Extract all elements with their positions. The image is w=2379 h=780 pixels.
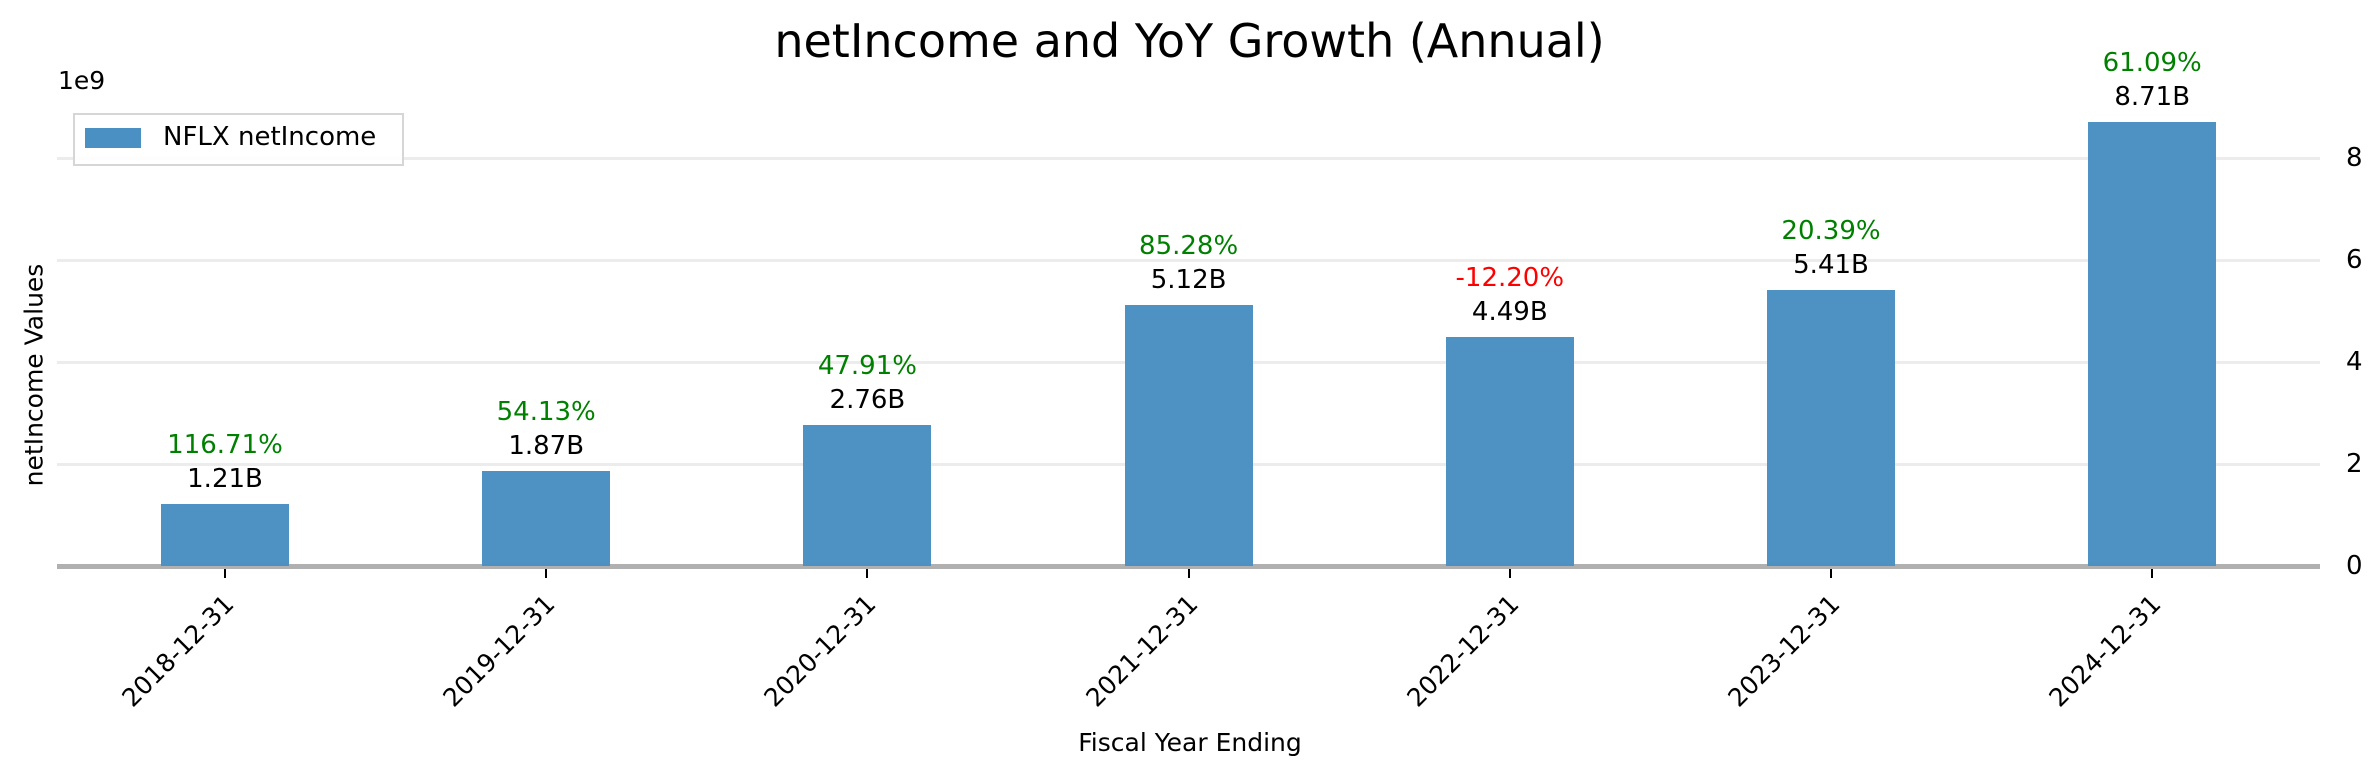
x-tick-label: 2022-12-31 — [1401, 589, 1525, 713]
legend-swatch-icon — [85, 128, 141, 148]
yoy-growth-label: 47.91% — [817, 351, 917, 382]
x-axis-label: Fiscal Year Ending — [1078, 728, 1302, 757]
bar[interactable] — [1445, 337, 1574, 566]
x-tick — [2151, 569, 2154, 578]
y-tick-label: 2 — [2346, 449, 2363, 479]
y-axis-exponent: 1e9 — [58, 66, 106, 95]
bar[interactable] — [803, 425, 932, 566]
gridline — [57, 259, 2320, 262]
x-tick-label: 2024-12-31 — [2043, 589, 2167, 713]
bar-value-label: 5.41B — [1793, 250, 1869, 281]
yoy-growth-label: 20.39% — [1781, 216, 1881, 247]
x-tick — [1830, 569, 1832, 578]
bar-value-label: 1.87B — [508, 430, 585, 461]
bar-value-label: 4.49B — [1471, 297, 1548, 327]
yoy-growth-label: 85.28% — [1139, 230, 1239, 261]
yoy-growth-label: 54.13% — [496, 396, 596, 427]
y-tick-label: 4 — [2346, 347, 2363, 377]
y-tick-label: 6 — [2346, 245, 2363, 275]
x-tick — [866, 569, 869, 578]
x-axis-baseline — [57, 564, 2320, 569]
x-tick-label: 2019-12-31 — [437, 589, 561, 713]
x-tick — [1508, 569, 1511, 578]
y-tick-label: 8 — [2346, 143, 2363, 173]
yoy-growth-label: -12.20% — [1455, 263, 1565, 293]
yoy-growth-label: 61.09% — [2102, 47, 2202, 78]
x-tick — [545, 569, 548, 578]
yoy-growth-label: 116.71% — [167, 430, 283, 461]
x-tick-label: 2018-12-31 — [116, 589, 240, 713]
bar[interactable] — [1124, 304, 1253, 566]
bar-value-label: 5.12B — [1150, 264, 1227, 295]
y-tick-label: 0 — [2346, 551, 2363, 581]
x-tick-label: 2021-12-31 — [1079, 589, 1204, 713]
legend-label: NFLX netIncome — [163, 122, 377, 152]
y-axis-label: netIncome Values — [19, 263, 49, 487]
bar[interactable] — [2088, 121, 2217, 566]
x-tick-label: 2023-12-31 — [1722, 589, 1846, 713]
bar-value-label: 2.76B — [829, 385, 906, 416]
x-tick-label: 2020-12-31 — [758, 589, 882, 713]
gridline — [57, 157, 2320, 160]
x-tick — [1187, 569, 1190, 578]
x-tick — [224, 569, 226, 578]
legend: NFLX netIncome — [73, 113, 404, 166]
chart-title: netIncome and YoY Growth (Annual) — [774, 14, 1605, 68]
bar[interactable] — [1767, 290, 1895, 566]
bar[interactable] — [482, 470, 611, 566]
bar-value-label: 1.21B — [187, 464, 263, 495]
bar[interactable] — [161, 504, 289, 566]
bar-value-label: 8.71B — [2114, 81, 2191, 112]
